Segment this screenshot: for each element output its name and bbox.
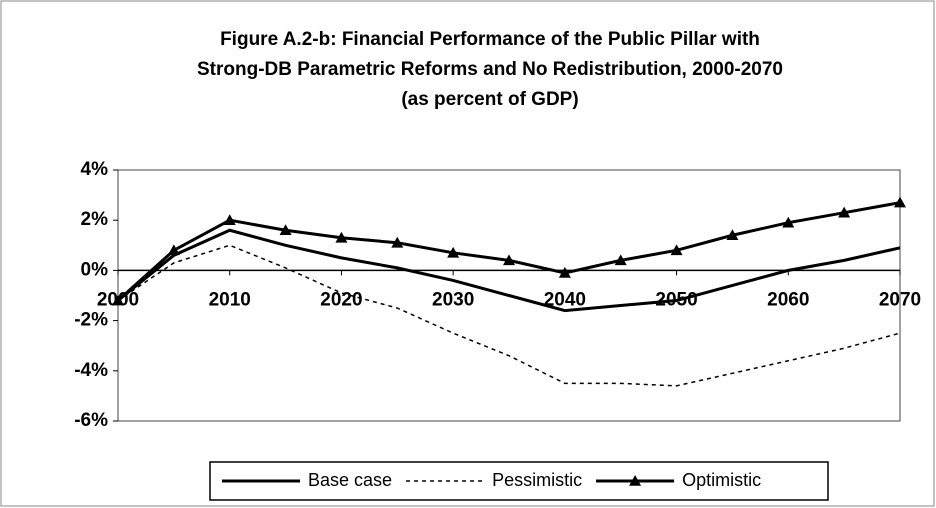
y-tick-label: 0% xyxy=(81,259,109,280)
point-marker xyxy=(335,231,348,243)
series-line xyxy=(117,228,901,313)
legend-label: Pessimistic xyxy=(492,470,582,490)
y-tick-label: -2% xyxy=(74,310,108,331)
point-marker xyxy=(670,244,683,256)
chart-title: Figure A.2-b: Financial Performance of t… xyxy=(220,29,760,50)
point-marker xyxy=(447,246,460,258)
y-tick-label: -6% xyxy=(74,410,108,431)
point-marker xyxy=(223,214,236,225)
point-marker xyxy=(726,229,739,241)
y-tick-label: 4% xyxy=(81,159,109,180)
y-tick-label: 2% xyxy=(81,209,109,230)
point-marker xyxy=(838,206,851,218)
chart-title: Strong-DB Parametric Reforms and No Redi… xyxy=(197,59,783,80)
x-tick-label: 2020 xyxy=(320,289,362,310)
point-marker xyxy=(614,254,627,266)
point-marker xyxy=(391,236,404,248)
legend-box xyxy=(209,461,829,501)
series-line xyxy=(117,244,901,387)
legend-label: Optimistic xyxy=(682,470,761,490)
point-marker xyxy=(894,196,906,208)
point-marker xyxy=(503,254,515,266)
chart-subtitle: (as percent of GDP) xyxy=(401,89,578,110)
point-marker xyxy=(112,294,124,306)
legend-label: Base case xyxy=(308,470,392,490)
point-marker xyxy=(167,244,180,256)
legend-marker xyxy=(629,475,642,486)
point-marker xyxy=(782,216,795,228)
x-tick-label: 2070 xyxy=(879,289,921,310)
y-tick-label: -4% xyxy=(74,360,108,381)
x-tick-label: 2060 xyxy=(767,289,809,310)
point-marker xyxy=(558,266,571,278)
point-marker xyxy=(279,224,292,236)
x-tick-label: 2010 xyxy=(209,289,251,310)
x-tick-label: 2040 xyxy=(544,289,586,310)
x-tick-label: 2030 xyxy=(432,289,474,310)
